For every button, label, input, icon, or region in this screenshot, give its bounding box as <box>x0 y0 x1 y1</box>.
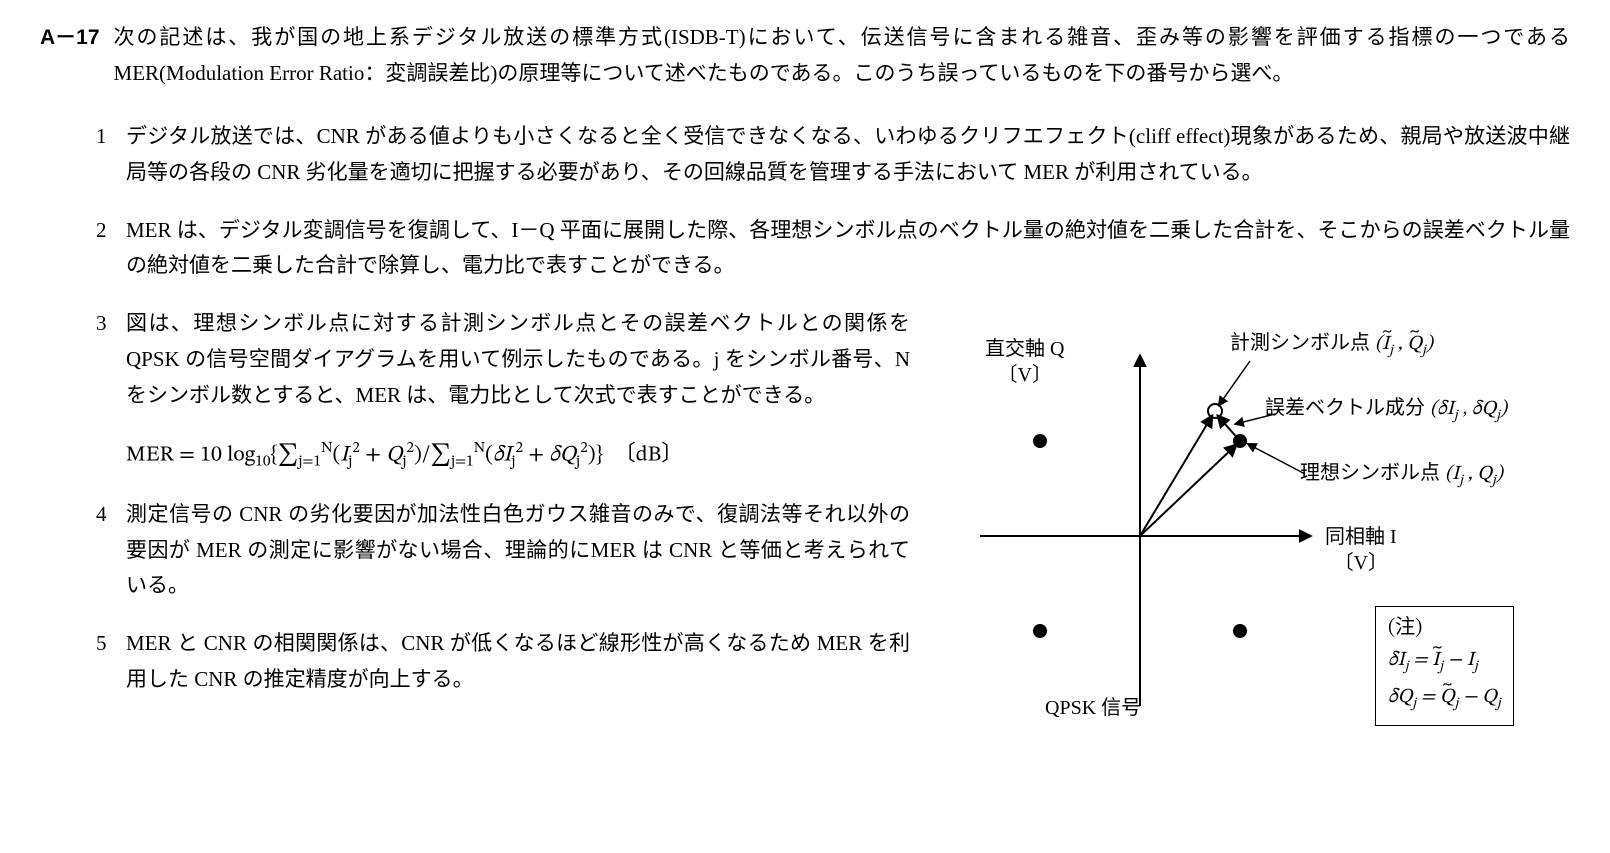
option-3-number: 3 <box>96 306 126 342</box>
option-4-text: 測定信号の CNR の劣化要因が加法性白色ガウス雑音のみで、復調法等それ以外の要… <box>126 497 910 604</box>
option-4: 4 測定信号の CNR の劣化要因が加法性白色ガウス雑音のみで、復調法等それ以外… <box>96 497 910 604</box>
question-text: 次の記述は、我が国の地上系デジタル放送の標準方式(ISDB-T)において、伝送信… <box>114 20 1570 91</box>
option-2-text: MER は、デジタル変調信号を復調して、I－Q 平面に展開した際、各理想シンボル… <box>126 213 1570 284</box>
note-head: (注) <box>1388 613 1501 643</box>
option-1: 1 デジタル放送では、CNR がある値よりも小さくなると全く受信できなくなる、い… <box>96 119 1570 190</box>
option-2-number: 2 <box>96 213 126 249</box>
option-3: 3 図は、理想シンボル点に対する計測シンボル点とその誤差ベクトルとの関係を QP… <box>96 306 910 413</box>
option-5-number: 5 <box>96 626 126 662</box>
split-region: 3 図は、理想シンボル点に対する計測シンボル点とその誤差ベクトルとの関係を QP… <box>96 306 1570 736</box>
option-5: 5 MER と CNR の相関関係は、CNR が低くなるほど線形性が高くなるため… <box>96 626 910 697</box>
mer-formula: MER = 10 log10{∑j=1N(Ij2 + Qj2)/∑j=1N(δI… <box>126 435 910 475</box>
split-left: 3 図は、理想シンボル点に対する計測シンボル点とその誤差ベクトルとの関係を QP… <box>96 306 910 719</box>
ideal-point-label: 理想シンボル点 (Ij , Qj) <box>1300 456 1503 494</box>
option-2: 2 MER は、デジタル変調信号を復調して、I－Q 平面に展開した際、各理想シン… <box>96 213 1570 284</box>
meas-point-label: 計測シンボル点 (Ij , Qj) <box>1230 326 1433 364</box>
option-5-text: MER と CNR の相関関係は、CNR が低くなるほど線形性が高くなるため M… <box>126 626 910 697</box>
axis-q-label: 直交軸 Q 〔V〕 <box>985 336 1064 388</box>
question-number: A－17 <box>40 20 100 56</box>
options-list: 1 デジタル放送では、CNR がある値よりも小さくなると全く受信できなくなる、い… <box>96 119 1570 736</box>
axis-i-label: 同相軸 I 〔V〕 <box>1325 524 1397 576</box>
iq-diagram: 直交軸 Q 〔V〕 同相軸 I 〔V〕 計測シンボル点 (Ij , Qj) 誤差… <box>930 306 1570 736</box>
qpsk-label: QPSK 信号 <box>1045 691 1141 725</box>
option-1-number: 1 <box>96 119 126 155</box>
error-vector-label: 誤差ベクトル成分 (δIj , δQj) <box>1265 391 1507 429</box>
note-box: (注) δIj = Ij − Ij δQj = Qj − Qj <box>1375 606 1514 726</box>
split-right: 直交軸 Q 〔V〕 同相軸 I 〔V〕 計測シンボル点 (Ij , Qj) 誤差… <box>930 306 1570 736</box>
page-root: A－17 次の記述は、我が国の地上系デジタル放送の標準方式(ISDB-T)におい… <box>0 0 1610 766</box>
option-3-text: 図は、理想シンボル点に対する計測シンボル点とその誤差ベクトルとの関係を QPSK… <box>126 306 910 413</box>
question-header: A－17 次の記述は、我が国の地上系デジタル放送の標準方式(ISDB-T)におい… <box>40 20 1570 91</box>
option-1-text: デジタル放送では、CNR がある値よりも小さくなると全く受信できなくなる、いわゆ… <box>126 119 1570 190</box>
option-4-number: 4 <box>96 497 126 533</box>
note-line-2: δQj = Qj − Qj <box>1388 682 1501 715</box>
option-3-text-a: 図は、理想シンボル点に対する計測シンボル点とその誤差ベクトルとの関係を QPSK… <box>126 311 910 406</box>
